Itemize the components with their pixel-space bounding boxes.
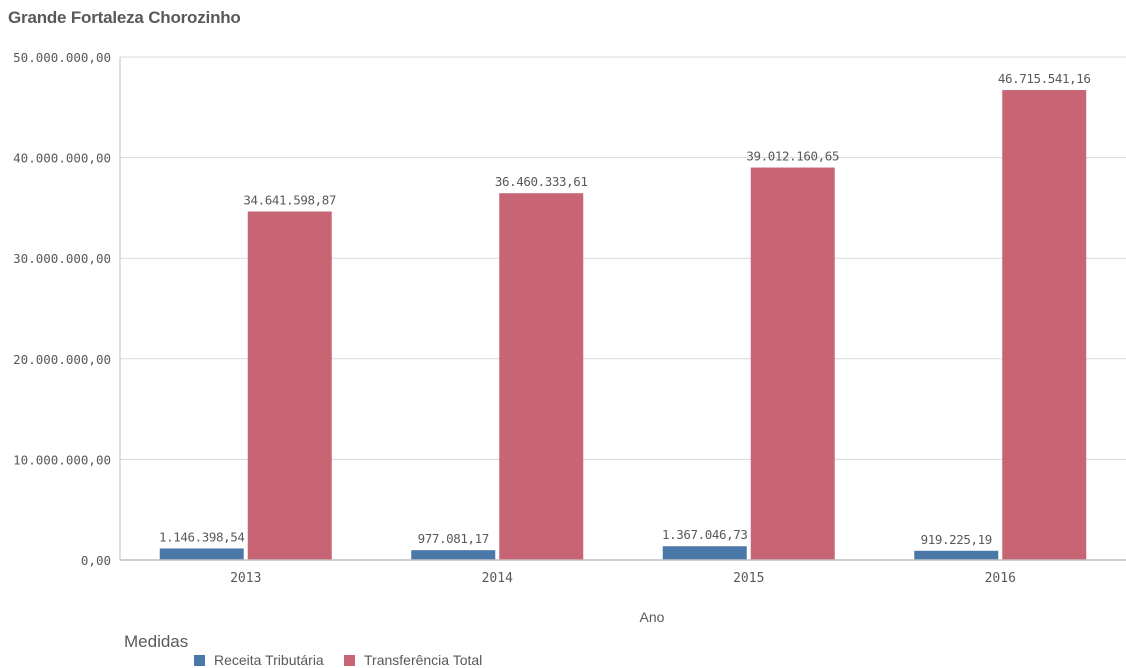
y-tick-label: 30.000.000,00 <box>13 251 111 266</box>
legend-item-receita-tributaria[interactable]: Receita Tributária <box>194 652 324 668</box>
bar-transferencia-total <box>750 167 835 560</box>
bar-transferencia-total <box>1002 90 1087 560</box>
bar-transferencia-total <box>499 193 584 560</box>
data-label: 46.715.541,16 <box>998 71 1091 86</box>
bar-receita-tributaria <box>411 550 496 560</box>
data-label: 39.012.160,65 <box>746 149 839 164</box>
bar-receita-tributaria <box>662 546 747 560</box>
legend-label-transferencia: Transferência Total <box>364 652 483 668</box>
legend-swatch-receita <box>194 654 205 666</box>
data-label: 1.146.398,54 <box>159 529 245 544</box>
bar-transferencia-total <box>247 211 332 561</box>
x-tick-label: 2015 <box>733 571 764 586</box>
x-tick-label: 2014 <box>482 571 513 586</box>
data-label: 36.460.333,61 <box>495 174 588 189</box>
x-tick-label: 2016 <box>985 571 1016 586</box>
legend-title: Medidas <box>124 632 189 651</box>
data-label: 34.641.598,87 <box>243 193 336 208</box>
data-label: 919.225,19 <box>921 532 992 547</box>
chart-title: Grande Fortaleza Chorozinho <box>8 8 241 27</box>
legend-label-receita: Receita Tributária <box>214 652 324 668</box>
legend-item-transferencia-total[interactable]: Transferência Total <box>344 652 482 668</box>
y-tick-label: 0,00 <box>81 553 111 568</box>
y-tick-label: 10.000.000,00 <box>13 452 111 467</box>
x-axis-title: Ano <box>640 609 665 625</box>
y-tick-label: 50.000.000,00 <box>13 50 111 65</box>
data-label: 977.081,17 <box>418 531 489 546</box>
x-tick-label: 2013 <box>230 571 261 586</box>
bar-receita-tributaria <box>914 550 999 560</box>
y-tick-label: 40.000.000,00 <box>13 151 111 166</box>
bar-receita-tributaria <box>159 548 244 560</box>
data-label: 1.367.046,73 <box>662 527 748 542</box>
y-tick-label: 20.000.000,00 <box>13 352 111 367</box>
legend-swatch-transferencia <box>344 654 355 666</box>
